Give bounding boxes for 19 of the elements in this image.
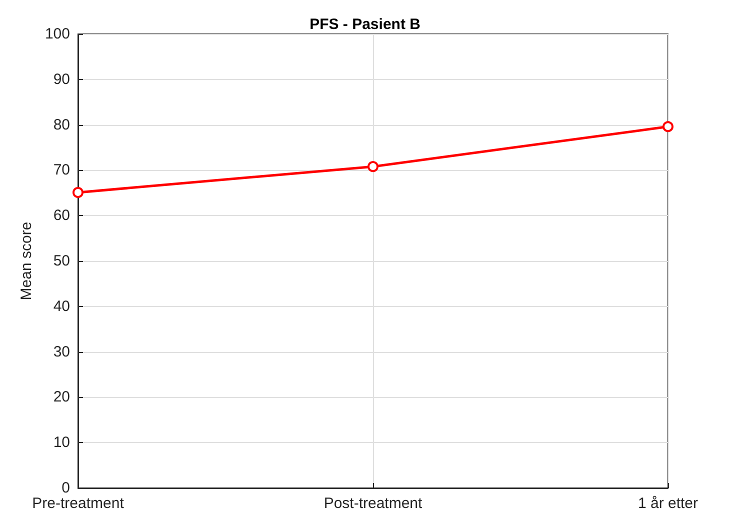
- y-tick-label: 90: [53, 70, 70, 88]
- y-tick-label: 60: [53, 207, 70, 224]
- point: [72, 186, 84, 198]
- y-tick-label: 20: [53, 388, 70, 406]
- chart-title: PFS - Pasient B: [310, 16, 421, 33]
- y-tick-label: 40: [53, 298, 70, 315]
- point: [368, 161, 378, 172]
- x-tick-label: Pre-treatment: [32, 495, 125, 512]
- x-tick-label: 1 år etter: [638, 495, 698, 512]
- point: [662, 121, 674, 132]
- y-tick-label: 70: [53, 162, 70, 179]
- y-axis-title: Mean score: [18, 222, 36, 300]
- y-tick-label: 0: [62, 480, 70, 496]
- y-tick-label: 30: [53, 343, 70, 360]
- y-tick-label: 10: [53, 434, 70, 452]
- y-tick-label: 50: [53, 252, 70, 270]
- x-tick-label: Post-treatment: [324, 495, 424, 512]
- y-tick-label: 80: [53, 116, 70, 134]
- y-tick-label: 100: [44, 26, 70, 42]
